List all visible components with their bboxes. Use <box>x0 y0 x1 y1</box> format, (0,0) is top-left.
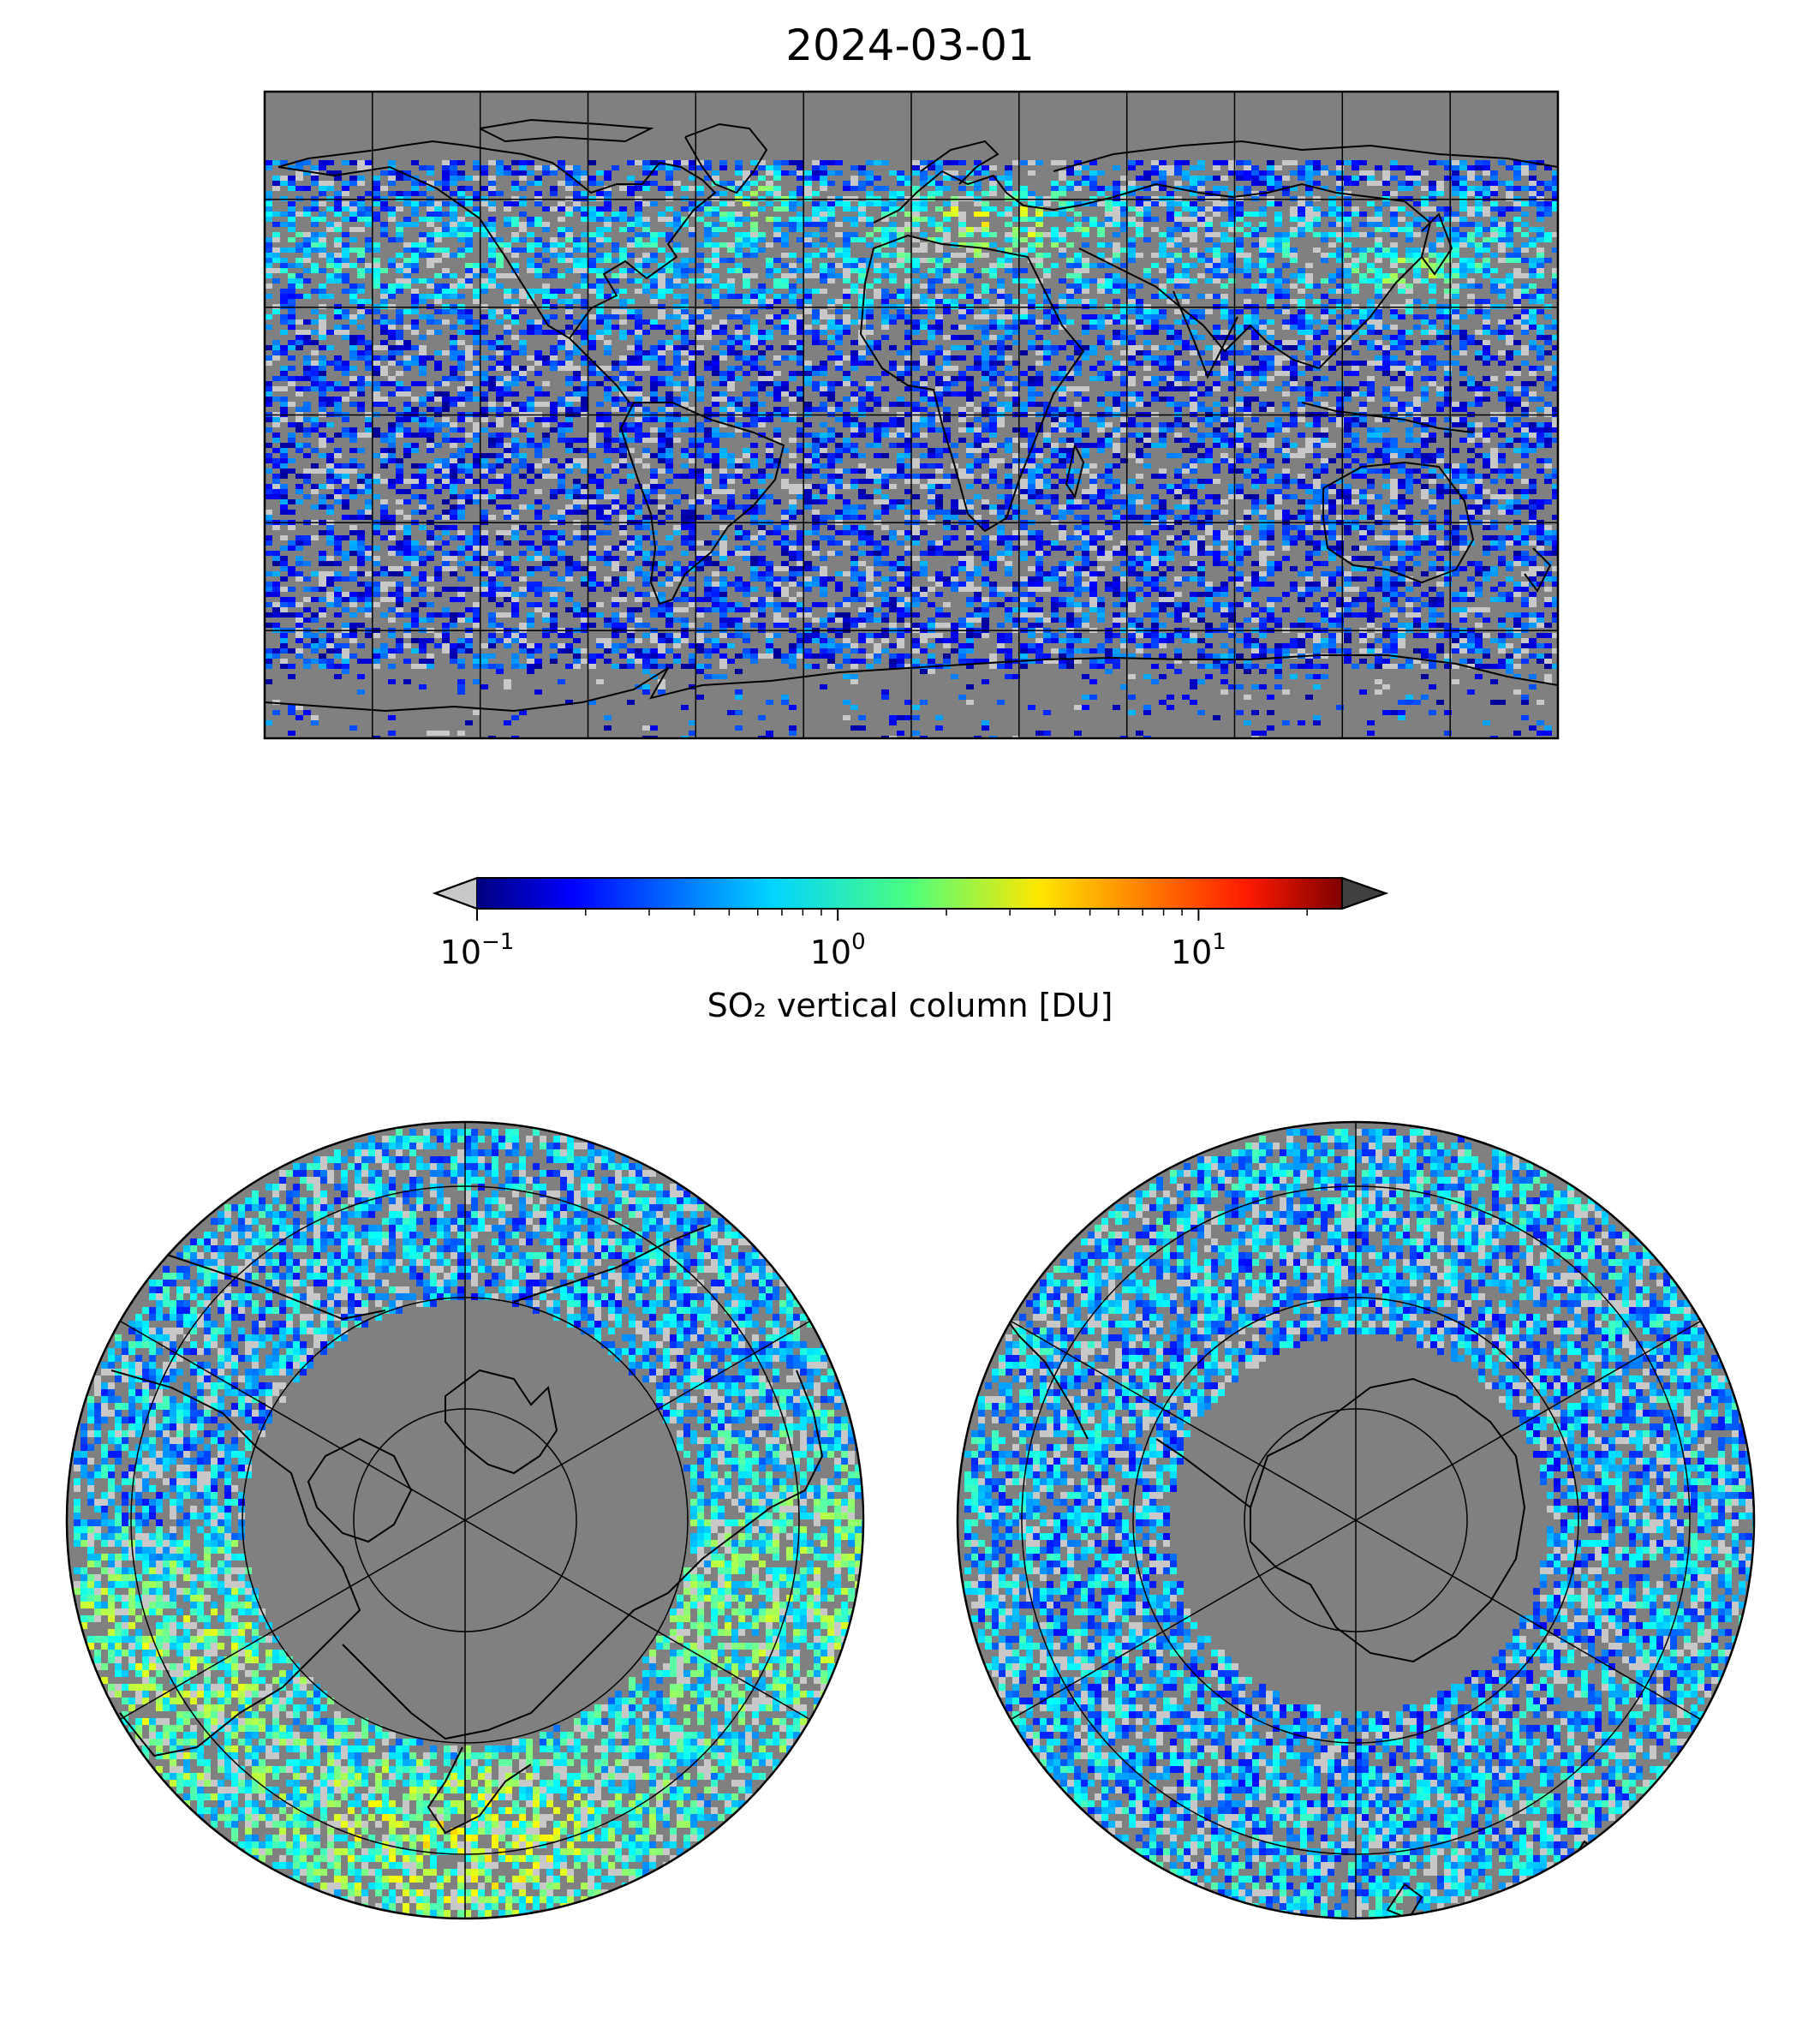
coast-scandinavia <box>920 140 1000 185</box>
coast-south-america <box>619 402 785 606</box>
coast-asia <box>1078 182 1432 370</box>
coast-europe <box>873 170 1080 224</box>
coast-south-america-tip <box>993 1301 1089 1440</box>
south-polar-map <box>956 1120 1756 1920</box>
coast-indonesia <box>1301 402 1474 433</box>
colorbar-gradient <box>477 878 1342 909</box>
coast-antarctica-polar <box>1250 1377 1526 1663</box>
coast-antarctic-peninsula <box>1155 1438 1251 1508</box>
global-gridlines <box>265 92 1558 738</box>
global-map <box>263 90 1560 740</box>
south-polar-so2-pixels <box>964 1129 1754 1919</box>
coast-madagascar <box>1065 445 1085 499</box>
coast-arctic-islands <box>479 118 654 143</box>
colorbar-ticks <box>476 909 1308 921</box>
figure-title: 2024-03-01 <box>0 24 1820 67</box>
coast-siberia-north <box>1053 140 1558 172</box>
global-map-frame <box>263 90 1560 740</box>
coast-new-zealand <box>1524 547 1552 593</box>
north-polar-coastlines <box>110 1224 824 1835</box>
coast-central-america <box>569 337 630 403</box>
coast-greenland-polar <box>445 1369 558 1475</box>
north-polar-gridlines <box>119 1122 811 1919</box>
south-polar-gridlines <box>1010 1122 1702 1919</box>
south-polar-frame <box>956 1120 1756 1920</box>
colorbar-over-extension <box>1341 876 1389 910</box>
colorbar <box>433 876 1389 921</box>
coast-north-america <box>277 140 717 340</box>
coast-north-america-polar <box>110 1370 361 1757</box>
coast-canadian-archipelago <box>307 1437 413 1543</box>
coast-australia <box>1322 461 1475 584</box>
coast-india <box>1173 290 1238 379</box>
global-so2-pixels <box>265 160 1558 738</box>
north-polar-map <box>65 1120 865 1920</box>
colorbar-under-extension <box>433 876 478 910</box>
coast-alaska <box>153 1250 386 1321</box>
coast-eurasia-polar <box>342 1370 824 1740</box>
coast-greenland <box>684 122 768 194</box>
coast-scandinavia-polar <box>427 1746 532 1835</box>
north-polar-frame <box>65 1120 865 1920</box>
coast-eastern-siberia <box>513 1224 712 1303</box>
coast-japan <box>1421 212 1453 276</box>
